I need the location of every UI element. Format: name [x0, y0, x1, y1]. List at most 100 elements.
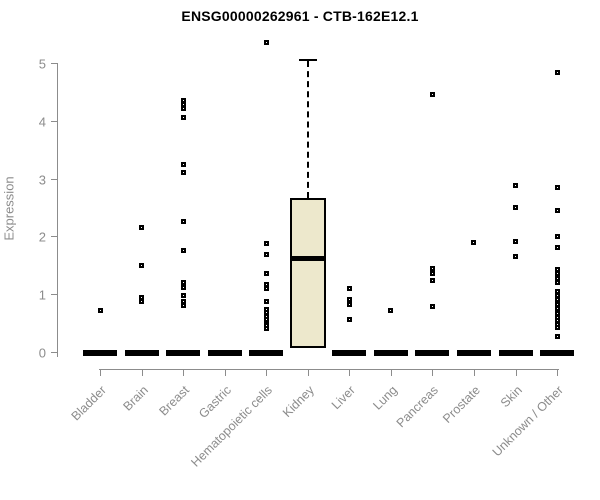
y-axis-tick-label: 3 [38, 172, 46, 188]
outlier-point [139, 262, 145, 268]
outlier-point [180, 115, 186, 121]
outlier-point [139, 299, 145, 305]
chart-title: ENSG00000262961 - CTB-162E12.1 [181, 8, 419, 24]
outlier-point [180, 105, 186, 111]
outlier-point [429, 304, 435, 310]
outlier-point [180, 219, 186, 225]
outlier-point [263, 316, 269, 322]
outlier-point [388, 307, 394, 313]
y-axis-tick [51, 120, 57, 122]
outlier-point [263, 241, 269, 247]
outlier-point [554, 318, 560, 324]
outlier-point [554, 245, 560, 251]
outlier-point [554, 280, 560, 286]
outlier-point [180, 98, 186, 104]
box-flattened-median [498, 350, 533, 356]
x-axis-tick [473, 368, 475, 376]
x-axis-tick [183, 368, 185, 376]
outlier-point [346, 297, 352, 303]
y-axis-tick [51, 63, 57, 64]
box-flattened-median [456, 350, 491, 356]
y-axis-line [57, 63, 58, 357]
box-flattened-median [83, 350, 117, 356]
outlier-point [180, 292, 186, 298]
box-iqr [289, 197, 326, 348]
outlier-point [513, 205, 518, 210]
outlier-point [554, 70, 560, 76]
y-axis-tick [51, 294, 57, 296]
outlier-point [263, 39, 269, 45]
outlier-point [180, 298, 186, 304]
x-axis-tick [224, 368, 226, 376]
box-flattened-median [249, 350, 284, 356]
y-axis-tick-label: 1 [38, 287, 46, 303]
outlier-point [263, 271, 269, 277]
outlier-point [554, 185, 560, 191]
outlier-point [429, 92, 435, 98]
outlier-point [180, 284, 186, 290]
box-flattened-median [166, 350, 201, 356]
outlier-point [346, 316, 352, 322]
outlier-point [180, 248, 186, 254]
x-axis-line [98, 368, 559, 370]
outlier-point [180, 161, 186, 167]
outlier-point [346, 302, 352, 308]
outlier-point [139, 294, 145, 300]
box-flattened-median [540, 350, 575, 356]
x-axis-tick [141, 368, 143, 376]
y-axis-tick-label: 4 [38, 114, 46, 130]
outlier-point [346, 285, 352, 291]
outlier-point [263, 299, 269, 305]
outlier-point [513, 183, 518, 189]
outlier-point [180, 170, 186, 176]
x-axis-tick [100, 368, 101, 376]
outlier-point [554, 324, 560, 330]
outlier-point [263, 285, 269, 291]
y-axis-label: Expression [1, 176, 17, 241]
outlier-point [554, 271, 560, 277]
outlier-point [180, 303, 186, 309]
outlier-point [139, 225, 145, 231]
outlier-point [554, 293, 560, 299]
x-axis-tick [349, 368, 351, 376]
outlier-point [97, 307, 103, 313]
x-axis-tick [307, 368, 309, 376]
outlier-point [263, 326, 269, 332]
outlier-point [429, 278, 435, 284]
outlier-point [263, 252, 269, 258]
y-axis-tick-label: 2 [38, 229, 46, 245]
box-flattened-median [415, 350, 450, 356]
outlier-point [554, 275, 560, 281]
x-axis-tick [432, 368, 434, 376]
outlier-point [471, 239, 477, 245]
outlier-point [513, 254, 518, 260]
x-axis-tick [515, 368, 517, 376]
outlier-point [429, 265, 435, 271]
box-median-line [289, 255, 326, 261]
y-axis-tick [51, 352, 57, 353]
box-flattened-median [207, 350, 242, 356]
x-axis-tick [557, 368, 559, 376]
box-flattened-median [332, 350, 367, 356]
outlier-point [554, 208, 560, 214]
outlier-point [554, 289, 560, 295]
x-axis-tick [266, 368, 268, 376]
box-whisker-cap [298, 59, 317, 62]
box-flattened-median [373, 350, 408, 356]
y-axis-tick-label: 5 [38, 56, 46, 72]
outlier-point [554, 267, 560, 273]
outlier-point [554, 297, 560, 303]
outlier-point [554, 310, 560, 316]
outlier-point [554, 334, 560, 340]
outlier-point [180, 280, 186, 286]
x-axis-tick [390, 368, 392, 376]
outlier-point [554, 305, 560, 311]
y-axis-tick [51, 236, 57, 238]
y-axis-tick [51, 178, 57, 180]
outlier-point [513, 238, 518, 244]
box-whisker-line [306, 61, 309, 198]
box-flattened-median [124, 350, 159, 356]
outlier-point [429, 270, 435, 276]
outlier-point [554, 301, 560, 307]
